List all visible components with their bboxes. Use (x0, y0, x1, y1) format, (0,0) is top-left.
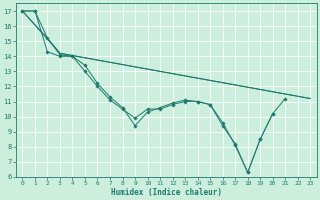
X-axis label: Humidex (Indice chaleur): Humidex (Indice chaleur) (111, 188, 222, 197)
